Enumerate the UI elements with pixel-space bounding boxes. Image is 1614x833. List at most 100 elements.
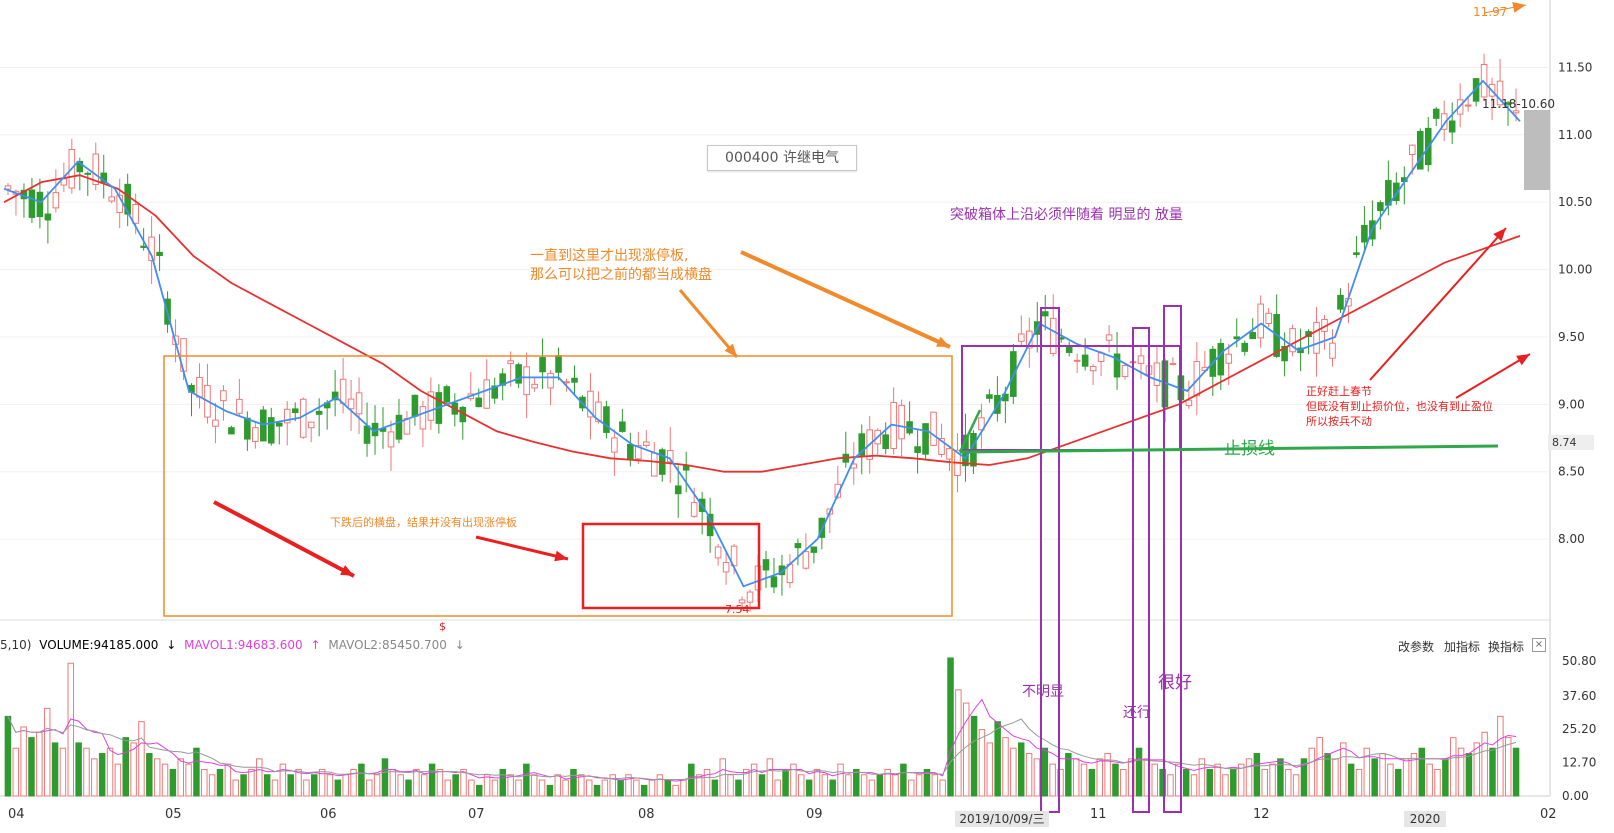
volume-bar <box>837 763 844 797</box>
candle-down <box>260 409 267 442</box>
x-tick-label: 06 <box>320 807 337 822</box>
candle-down <box>922 423 929 455</box>
volume-bar <box>719 758 726 797</box>
volume-bar <box>177 758 184 797</box>
candle-up <box>523 366 530 396</box>
volume-bar <box>436 768 444 797</box>
volume-bar <box>1465 753 1473 797</box>
volume-bar <box>947 657 954 797</box>
x-tick-label: 12 <box>1253 807 1270 822</box>
candle-up <box>802 551 810 569</box>
volume-bar <box>413 768 420 797</box>
volume-bar <box>1332 758 1339 797</box>
candle-up <box>930 411 937 446</box>
candle-down <box>1432 108 1440 119</box>
candle-up <box>722 561 730 573</box>
volume-bar <box>1363 747 1371 797</box>
volume-bar <box>240 774 247 797</box>
volume-bar <box>295 768 302 797</box>
x-tick-label: 08 <box>638 807 655 822</box>
switch-indicator-button[interactable]: 换指标 <box>1488 640 1525 654</box>
volume-tick-label: 25.20 <box>1562 722 1596 736</box>
volume-bar <box>1261 768 1268 797</box>
close-icon[interactable]: × <box>1532 638 1546 652</box>
volume-bar <box>224 763 232 797</box>
volume-bar <box>91 758 98 797</box>
volume-bar <box>766 758 774 797</box>
volume-bar <box>397 774 404 797</box>
candle-up <box>252 427 259 442</box>
volume-bar <box>185 763 192 797</box>
volume-bar <box>475 784 483 797</box>
candle-down <box>619 421 626 432</box>
candle-down <box>228 427 235 435</box>
x-tick-label: 05 <box>165 807 182 822</box>
volume-bar <box>1057 768 1064 797</box>
volume-bar <box>216 768 224 797</box>
x-tick-label: 07 <box>468 807 485 822</box>
candle-up <box>746 591 754 603</box>
volume-bar <box>1316 737 1323 797</box>
volume-bar <box>1206 768 1213 797</box>
volume-bar <box>750 763 758 797</box>
price-tick-label: 9.00 <box>1558 397 1585 411</box>
candle-down <box>1081 354 1089 367</box>
candle-down <box>244 417 251 440</box>
candle-down <box>411 394 419 417</box>
volume-bar <box>405 779 412 797</box>
volume-bar <box>1151 763 1158 797</box>
note-limit-up-1: 一直到这里才出现涨停板, <box>530 247 688 264</box>
volume-bar <box>1371 758 1378 797</box>
candle-down <box>156 251 163 256</box>
volume-bar <box>562 779 569 797</box>
candle-up <box>531 383 538 389</box>
candle-up <box>1265 312 1272 324</box>
volume-bar <box>106 747 114 797</box>
arrow-limit-up <box>740 250 951 349</box>
volume-marker-3 <box>1163 305 1182 813</box>
candle-down <box>1041 311 1049 317</box>
candle-down <box>291 408 299 414</box>
volume-bar <box>1285 768 1292 797</box>
mavol1-value: MAVOL1:94683.600 <box>184 638 303 652</box>
volume-bar <box>334 779 342 797</box>
candle-up <box>611 437 618 453</box>
mavol1-arrow: ↑ <box>310 638 321 652</box>
candle-up <box>1225 353 1233 364</box>
volume-marker-1 <box>1040 307 1060 813</box>
volume-bar <box>585 779 593 797</box>
candle-down <box>794 543 802 549</box>
candle-up <box>283 408 291 424</box>
candle-up <box>1480 63 1488 98</box>
volume-bar <box>1002 737 1009 797</box>
candle-up <box>643 441 650 446</box>
price-tick-label: 11.50 <box>1558 60 1592 74</box>
candle-up <box>635 445 642 460</box>
add-indicator-button[interactable]: 加指标 <box>1444 640 1481 654</box>
candle-down <box>1416 130 1424 170</box>
volume-bar <box>507 774 514 797</box>
range-label: 11.18-10.60 <box>1482 97 1555 111</box>
params-button[interactable]: 改参数 <box>1398 640 1435 654</box>
candle-up <box>403 418 411 435</box>
volume-bar <box>601 779 609 797</box>
price-tick-label: 11.00 <box>1558 128 1592 142</box>
volume-prefix: 5,10) <box>0 638 32 652</box>
volume-bar <box>232 779 239 797</box>
candle-down <box>539 357 546 373</box>
candle-down <box>674 485 682 495</box>
note-limit-up-2: 那么可以把之前的都当成横盘 <box>530 266 712 283</box>
volume-bar <box>1379 753 1386 797</box>
ma60-line <box>3 174 1521 473</box>
volume-value: VOLUME:94185.000 <box>39 638 159 652</box>
candle-down <box>1337 294 1344 310</box>
candle-up <box>938 437 945 455</box>
note-spring-1: 正好赶上春节 <box>1306 384 1372 398</box>
volume-bar <box>1387 763 1394 797</box>
x-tick-label: 09 <box>806 807 823 822</box>
volume-tick-label: 12.70 <box>1562 755 1596 769</box>
volume-bar <box>1230 768 1237 797</box>
volume-bar <box>311 774 318 797</box>
candle-up <box>1089 365 1097 372</box>
candle-down <box>1377 202 1384 212</box>
